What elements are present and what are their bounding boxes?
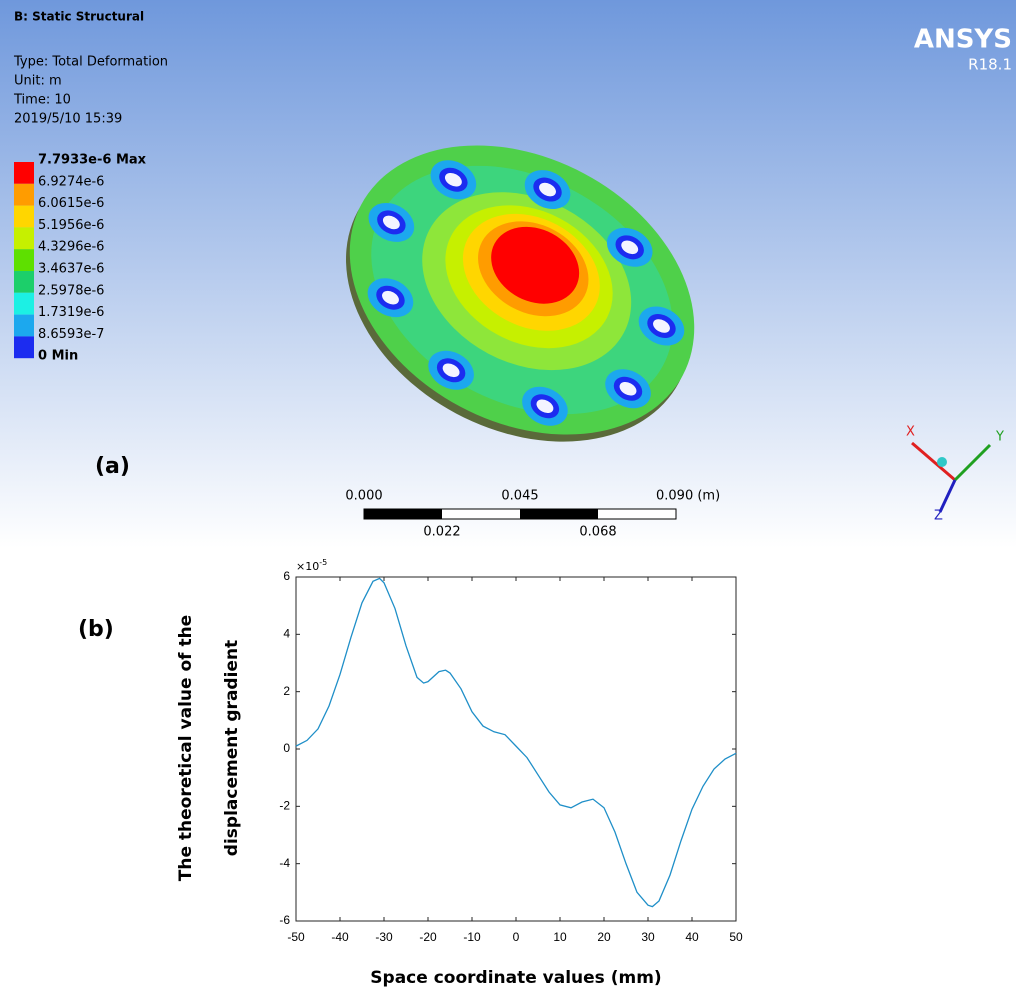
panel-label: (b) — [78, 617, 114, 642]
scale-bar-segment — [520, 509, 598, 519]
legend-swatch — [14, 249, 34, 271]
triad-label: Y — [995, 430, 1004, 445]
x-tick-label: 10 — [553, 930, 567, 944]
y-tick-label: 0 — [283, 741, 290, 755]
legend-swatch — [14, 271, 34, 293]
x-tick-label: 40 — [685, 930, 699, 944]
y-axis-label: displacement gradient — [222, 640, 242, 856]
info-line: 2019/5/10 15:39 — [14, 112, 122, 127]
x-axis-label: Space coordinate values (mm) — [370, 968, 661, 988]
y-tick-label: 6 — [283, 569, 290, 583]
triad-label: Z — [934, 509, 943, 524]
scale-label: 0.068 — [579, 525, 616, 540]
scale-label: 0.045 — [501, 489, 538, 504]
x-tick-label: -40 — [331, 930, 349, 944]
legend-swatch — [14, 336, 34, 358]
x-tick-label: 30 — [641, 930, 655, 944]
legend-swatch — [14, 227, 34, 249]
legend-label: 0 Min — [38, 349, 78, 364]
figure: (a) B: Static Structural ANSYS R18.1 (b)… — [0, 0, 1016, 994]
x-tick-label: 50 — [729, 930, 743, 944]
legend-swatch — [14, 293, 34, 315]
x-tick-label: -50 — [287, 930, 305, 944]
x-tick-label: -10 — [463, 930, 481, 944]
triad-label: X — [906, 425, 915, 440]
legend-label: 7.7933e-6 Max — [38, 153, 147, 168]
plot-area — [296, 577, 736, 921]
y-tick-label: -6 — [279, 913, 290, 927]
version: R18.1 — [968, 56, 1012, 74]
info-line: Type: Total Deformation — [13, 55, 168, 70]
info-line: Unit: m — [14, 74, 62, 89]
y-multiplier: ×10-5 — [296, 558, 327, 574]
scale-label: 0.022 — [423, 525, 460, 540]
y-axis-label: The theoretical value of the — [176, 615, 196, 881]
legend-label: 5.1956e-6 — [38, 218, 104, 233]
legend-label: 2.5978e-6 — [38, 283, 104, 298]
y-tick-label: 2 — [283, 684, 290, 698]
legend-swatch — [14, 206, 34, 228]
legend-swatch — [14, 315, 34, 337]
y-multiplier-exponent: -5 — [319, 558, 327, 567]
legend-label: 6.9274e-6 — [38, 174, 104, 189]
analysis-title: B: Static Structural — [14, 10, 144, 24]
info-line: Time: 10 — [13, 93, 71, 108]
x-tick-label: 20 — [597, 930, 611, 944]
scale-bar-segment — [364, 509, 442, 519]
brand: ANSYS — [914, 25, 1012, 55]
x-tick-label: 0 — [513, 930, 520, 944]
scale-label: 0.090 (m) — [656, 489, 720, 504]
scale-label: 0.000 — [345, 489, 382, 504]
y-tick-label: -4 — [279, 856, 290, 870]
legend-label: 6.0615e-6 — [38, 196, 104, 211]
legend-swatch — [14, 184, 34, 206]
x-tick-label: -30 — [375, 930, 393, 944]
x-tick-label: -20 — [419, 930, 437, 944]
legend-label: 8.6593e-7 — [38, 327, 104, 342]
legend-swatch — [14, 162, 34, 184]
y-tick-label: -2 — [279, 799, 290, 813]
y-tick-label: 4 — [283, 627, 290, 641]
y-multiplier-base: ×10 — [296, 560, 319, 573]
legend-label: 1.7319e-6 — [38, 305, 104, 320]
legend-label: 4.3296e-6 — [38, 240, 104, 255]
panel-label: (a) — [95, 454, 130, 479]
legend-label: 3.4637e-6 — [38, 262, 104, 277]
